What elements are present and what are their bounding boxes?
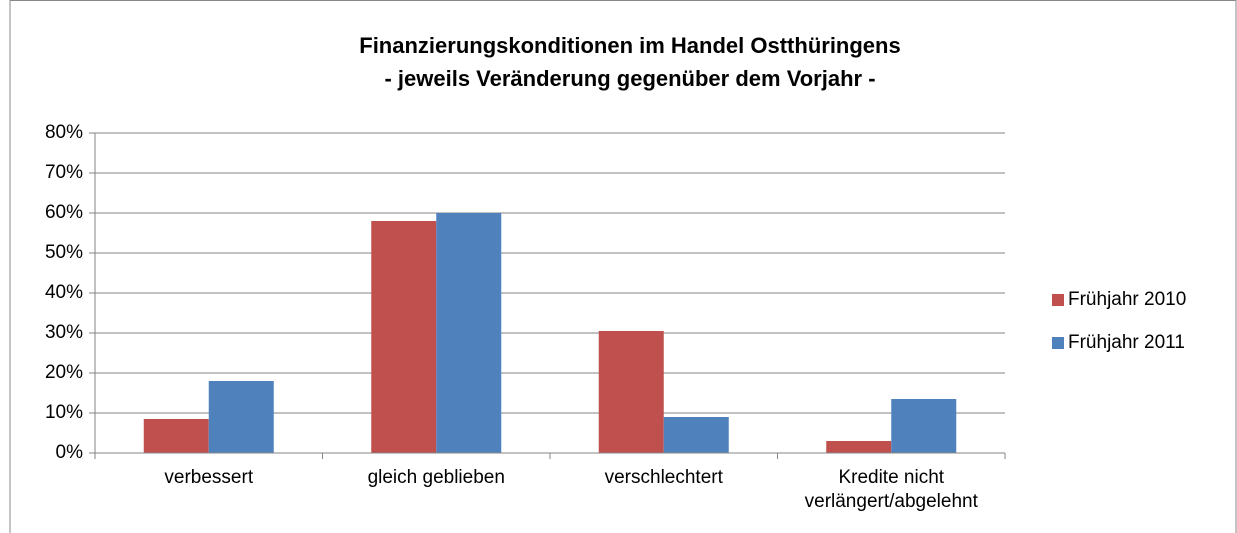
bar	[826, 441, 892, 453]
y-tick-label: 10%	[45, 402, 83, 423]
bar	[891, 399, 957, 453]
y-tick-label: 20%	[45, 362, 83, 383]
legend-label: Frühjahr 2011	[1068, 332, 1185, 353]
y-tick-label: 50%	[45, 242, 83, 263]
x-tick-label: gleich geblieben	[367, 467, 505, 488]
chart-title: Finanzierungskonditionen im Handel Ostth…	[359, 33, 900, 58]
y-tick-label: 70%	[45, 162, 83, 183]
y-tick-label: 0%	[56, 442, 84, 463]
bar	[371, 221, 437, 453]
bar	[436, 213, 502, 453]
y-tick-label: 30%	[45, 322, 83, 343]
bar	[143, 419, 209, 453]
y-tick-label: 60%	[45, 202, 83, 223]
chart-border	[9, 0, 1237, 533]
bar	[663, 417, 729, 453]
y-tick-label: 40%	[45, 282, 83, 303]
chart-subtitle: - jeweils Veränderung gegenüber dem Vorj…	[384, 66, 875, 91]
x-tick-label: verbessert	[164, 467, 254, 488]
legend-swatch	[1052, 337, 1064, 349]
bar	[598, 331, 664, 453]
bar	[208, 381, 274, 453]
y-tick-label: 80%	[45, 122, 83, 143]
x-tick-label: Kredite nicht verlängert/abgelehnt	[804, 467, 978, 512]
legend-swatch	[1052, 294, 1064, 306]
x-tick-label: verschlechtert	[604, 467, 723, 488]
legend-label: Frühjahr 2010	[1068, 289, 1186, 310]
